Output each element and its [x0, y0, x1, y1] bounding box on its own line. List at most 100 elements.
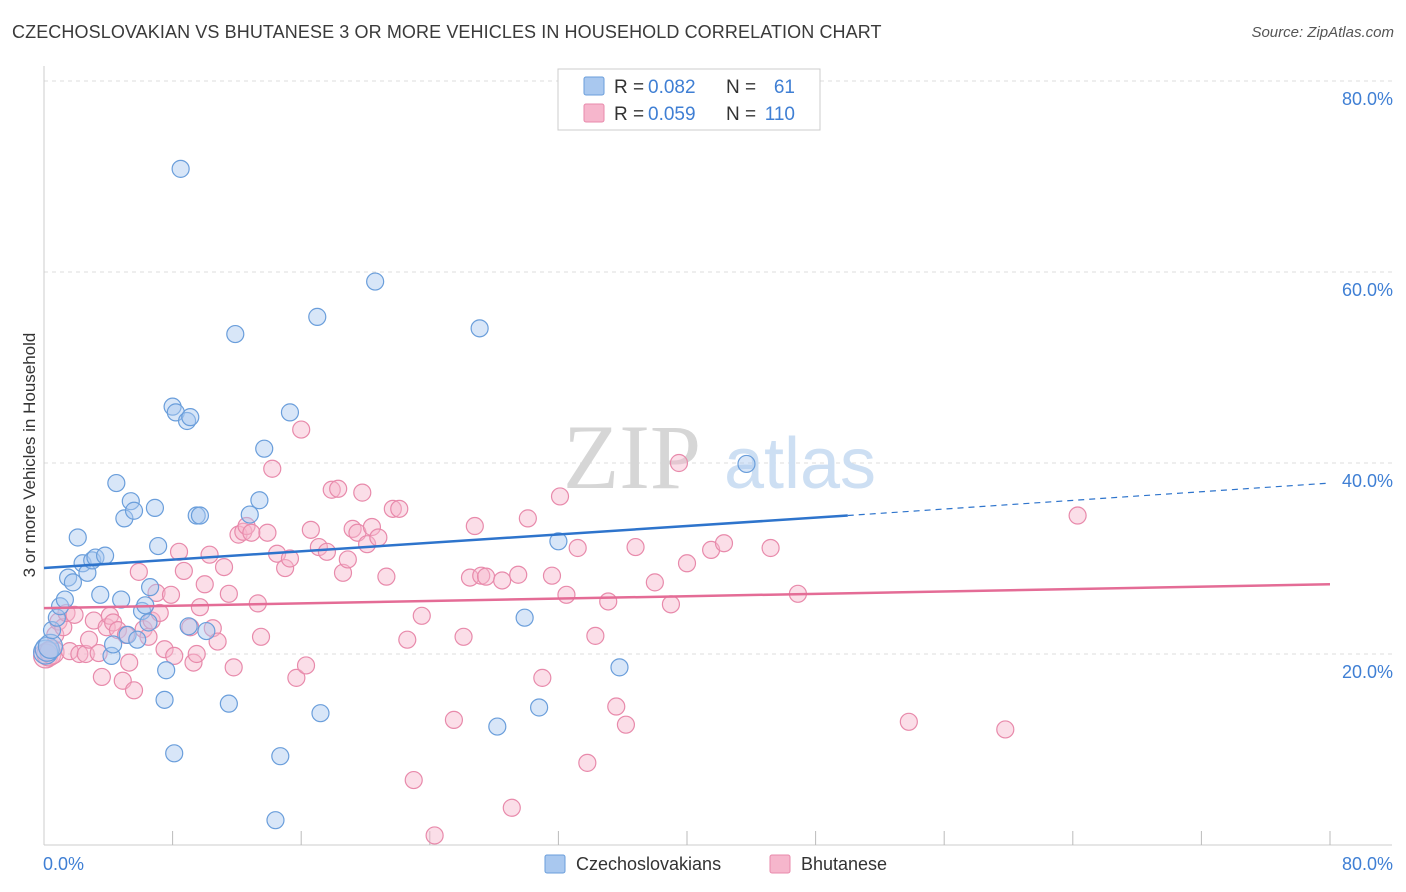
bhutanese-point — [353, 483, 372, 502]
bhutanese-point — [518, 509, 537, 528]
stats-legend-swatch-blue — [583, 76, 605, 96]
source-label: Source: ZipAtlas.com — [1251, 24, 1394, 41]
bhutanese-point — [578, 753, 597, 772]
czechoslovakian-point — [179, 617, 198, 636]
bhutanese-point — [460, 568, 480, 587]
bhutanese-point — [390, 499, 409, 518]
bhutanese-point — [550, 487, 570, 506]
bhutanese-point — [404, 770, 423, 790]
bhutanese-point — [224, 658, 243, 677]
czechoslovakian-point — [95, 546, 115, 565]
czechoslovakian-point — [47, 608, 66, 627]
czechoslovakian-trend-line — [43, 514, 848, 570]
bhutanese-point — [165, 646, 184, 666]
bhutanese-point — [79, 630, 99, 649]
czechoslovakian-point — [155, 690, 174, 709]
bhutanese-point — [542, 566, 562, 585]
czechoslovakian-point — [549, 532, 568, 551]
czechoslovakian-point — [112, 590, 131, 609]
czechoslovakian-point — [515, 608, 534, 627]
czechoslovakian-point — [107, 473, 126, 493]
x-tick-label-max: 80.0% — [1342, 854, 1393, 874]
bhutanese-point — [454, 627, 473, 646]
bhutanese-point — [599, 592, 618, 611]
czechoslovakian-point — [488, 717, 507, 736]
watermark: ZIP atlas — [563, 406, 876, 508]
czechoslovakian-point — [266, 811, 285, 830]
legend-swatch-czechoslovakians — [544, 854, 566, 874]
bhutanese-points — [33, 420, 1087, 845]
chart-title: CZECHOSLOVAKIAN VS BHUTANESE 3 OR MORE V… — [12, 22, 882, 42]
bhutanese-point — [258, 523, 277, 542]
bhutanese-point — [557, 585, 576, 604]
bhutanese-point — [412, 606, 431, 625]
bhutanese-point — [761, 538, 780, 558]
czechoslovakian-point — [181, 408, 200, 427]
y-tick-label-80: 80.0% — [1342, 89, 1393, 109]
czechoslovakian-point — [308, 307, 327, 326]
bhutanese-point — [714, 534, 734, 553]
bhutanese-point — [677, 554, 697, 573]
bhutanese-point — [251, 627, 271, 646]
bhutanese-point — [333, 563, 353, 582]
czechoslovakian-point — [145, 498, 165, 517]
czechoslovakian-point — [68, 528, 87, 547]
czechoslovakian-point — [240, 505, 259, 524]
czechoslovakian-point — [124, 501, 144, 520]
x-tick-label-min: 0.0% — [43, 854, 84, 874]
stats-n-value-blue: 61 — [774, 77, 795, 98]
bhutanese-point — [362, 517, 382, 537]
bhutanese-point — [383, 499, 402, 518]
bhutanese-point — [493, 571, 512, 590]
czechoslovakian-point — [121, 492, 140, 511]
bhutanese-point — [502, 798, 521, 817]
bhutanese-point — [317, 542, 337, 561]
bhutanese-point — [607, 697, 626, 716]
czechoslovakian-point — [165, 744, 184, 763]
bhutanese-point — [76, 644, 95, 664]
bhutanese-point — [280, 549, 300, 568]
czechoslovakian-point — [104, 635, 123, 654]
bhutanese-point — [276, 558, 295, 578]
bhutanese-point — [338, 550, 357, 569]
czechoslovakian-point — [140, 578, 160, 597]
bhutanese-point — [200, 545, 219, 564]
czechoslovakian-point — [530, 698, 549, 717]
czechoslovakian-point — [610, 658, 629, 677]
bhutanese-point — [214, 557, 234, 577]
bhutanese-point — [120, 653, 139, 672]
stats-r-value-pink: 0.059 — [648, 104, 696, 125]
trend-lines — [43, 482, 1331, 610]
bhutanese-point — [190, 598, 210, 617]
bhutanese-point — [92, 667, 111, 687]
czechoslovakian-point — [63, 573, 83, 592]
bhutanese-point — [124, 681, 144, 700]
bhutanese-point — [899, 712, 918, 731]
czechoslovakian-trend-extension — [847, 482, 1331, 517]
czechoslovakian-point — [163, 397, 182, 416]
bhutanese-trend-line — [43, 583, 1331, 610]
legend-label-bhutanese: Bhutanese — [801, 854, 887, 874]
bhutanese-point — [626, 537, 645, 557]
czechoslovakian-point — [171, 159, 190, 178]
bhutanese-point — [242, 523, 261, 542]
bhutanese-point — [287, 668, 306, 687]
y-tick-label-20: 20.0% — [1342, 662, 1393, 682]
czechoslovakian-point — [219, 694, 238, 713]
czechoslovakian-point — [470, 319, 489, 338]
bhutanese-point — [296, 656, 316, 675]
czechoslovakian-point — [37, 633, 64, 659]
bhutanese-point — [301, 520, 320, 539]
czechoslovakian-point — [55, 590, 74, 609]
watermark-atlas: atlas — [724, 424, 876, 504]
bhutanese-point — [174, 561, 193, 581]
czechoslovakian-point — [102, 646, 121, 666]
stats-legend: R = 0.082 N = 61 R = 0.059 N = 110 — [557, 68, 821, 131]
bhutanese-point — [263, 459, 282, 478]
bhutanese-point — [586, 626, 605, 645]
czechoslovakian-point — [226, 324, 245, 344]
series-legend: Czechoslovakians Bhutanese — [544, 854, 887, 874]
bhutanese-point — [195, 575, 214, 594]
czechoslovakian-point — [139, 613, 158, 632]
